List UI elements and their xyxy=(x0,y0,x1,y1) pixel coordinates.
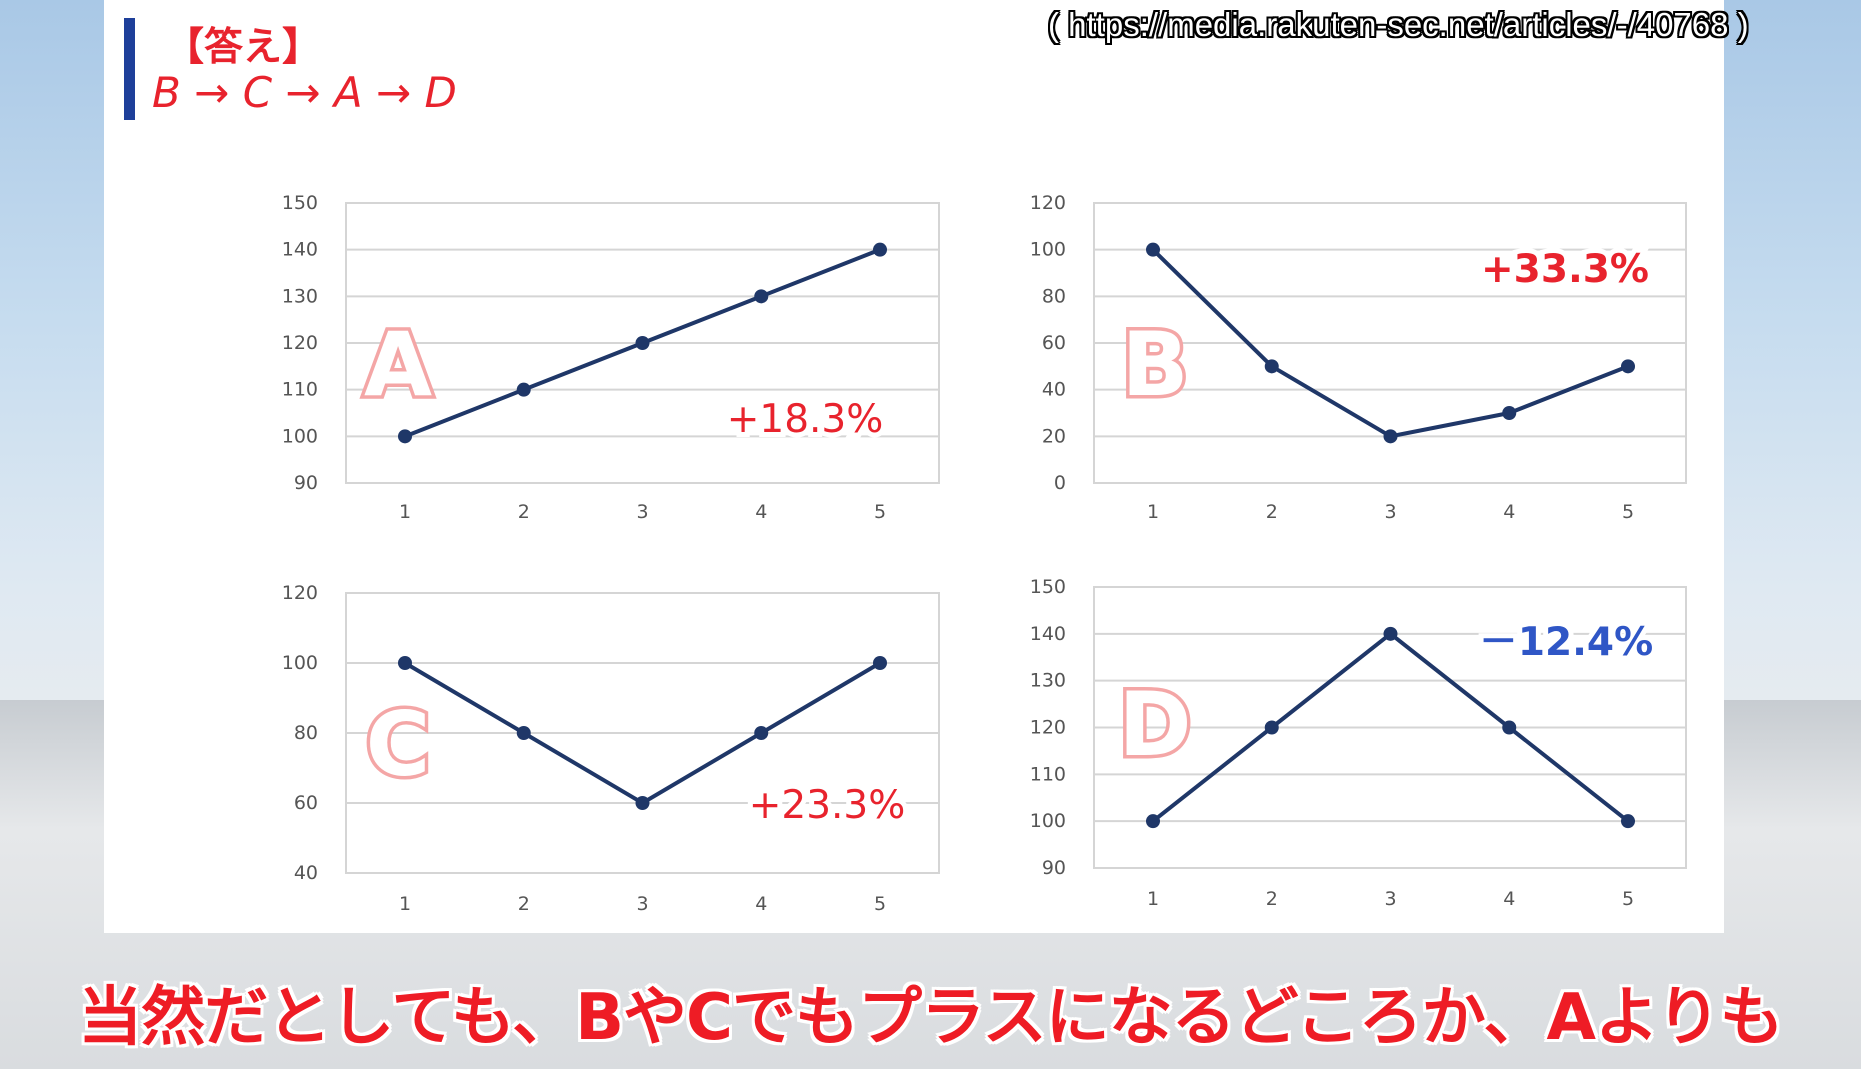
chart-a-y-tick-label: 150 xyxy=(282,192,318,214)
chart-c-x-tick-label: 1 xyxy=(399,893,411,915)
chart-b-x-tick-label: 4 xyxy=(1503,501,1515,523)
chart-a-data-point xyxy=(635,336,650,350)
chart-b-y-tick-label: 40 xyxy=(1042,379,1066,401)
chart-a-data-point xyxy=(754,289,769,304)
chart-a-data-point xyxy=(398,429,412,444)
accent-bar xyxy=(124,18,135,120)
chart-a-y-tick-label: 120 xyxy=(282,332,318,354)
chart-b-x-tick-label: 1 xyxy=(1147,501,1159,523)
chart-c-letter: C xyxy=(366,693,431,796)
chart-d-data-point xyxy=(1621,814,1635,829)
chart-d-y-tick-label: 110 xyxy=(1030,763,1066,785)
chart-d-data-point xyxy=(1146,814,1160,829)
chart-d-x-tick-label: 2 xyxy=(1266,888,1278,910)
chart-a-x-tick-label: 1 xyxy=(399,501,411,523)
chart-d-x-tick-label: 3 xyxy=(1384,888,1396,910)
chart-c-data-point xyxy=(516,726,531,740)
chart-c-data-point xyxy=(754,726,769,740)
chart-b-letter: B xyxy=(1121,313,1188,416)
chart-a-letter: A xyxy=(364,313,432,416)
chart-c-y-tick-label: 60 xyxy=(294,792,318,814)
chart-d-y-tick-label: 130 xyxy=(1030,670,1066,692)
chart-c-y-tick-label: 40 xyxy=(294,862,318,884)
chart-a-x-tick-label: 2 xyxy=(518,501,530,523)
chart-b-y-tick-label: 0 xyxy=(1054,472,1066,494)
chart-a-data-point xyxy=(873,242,887,257)
chart-a-x-tick-label: 5 xyxy=(874,501,886,523)
chart-d-y-tick-label: 140 xyxy=(1030,623,1066,645)
chart-b-y-tick-label: 120 xyxy=(1030,192,1066,214)
chart-c-y-tick-label: 80 xyxy=(294,722,318,744)
chart-b-data-point xyxy=(1146,242,1160,257)
chart-b-data-point xyxy=(1264,359,1279,374)
chart-d-y-tick-label: 100 xyxy=(1030,810,1066,832)
chart-a-x-tick-label: 3 xyxy=(636,501,648,523)
subtitle-caption: 当然だとしても、BやCでもプラスになるどころか、Aよりも xyxy=(78,981,1783,1055)
chart-b-y-tick-label: 60 xyxy=(1042,332,1066,354)
answer-heading: 【答え】 xyxy=(165,25,322,70)
chart-d-y-tick-label: 90 xyxy=(1042,857,1066,879)
chart-d-x-tick-label: 1 xyxy=(1147,888,1159,910)
chart-d-annotation: －12.4% xyxy=(1479,620,1653,665)
chart-d-y-tick-label: 150 xyxy=(1030,576,1066,598)
answer-order: B → C → A → D xyxy=(152,68,457,117)
chart-a-y-tick-label: 110 xyxy=(282,379,318,401)
chart-d-data-point xyxy=(1264,720,1279,735)
chart-d-data-point xyxy=(1502,720,1517,735)
chart-b-y-tick-label: 20 xyxy=(1042,425,1066,447)
chart-a-x-tick-label: 4 xyxy=(755,501,767,523)
chart-d-data-point xyxy=(1383,626,1398,641)
chart-b-y-tick-label: 100 xyxy=(1030,239,1066,261)
chart-b-data-point xyxy=(1621,359,1635,374)
chart-c-y-tick-label: 120 xyxy=(282,582,318,604)
chart-d-x-tick-label: 4 xyxy=(1503,888,1515,910)
chart-b-y-tick-label: 80 xyxy=(1042,285,1066,307)
chart-c-x-tick-label: 2 xyxy=(518,893,530,915)
chart-c-x-tick-label: 3 xyxy=(636,893,648,915)
chart-c-x-tick-label: 5 xyxy=(874,893,886,915)
chart-c-y-tick-label: 100 xyxy=(282,652,318,674)
chart-a-data-point xyxy=(516,382,531,397)
chart-c-x-tick-label: 4 xyxy=(755,893,767,915)
chart-b-data-point xyxy=(1383,429,1398,444)
chart-d-y-tick-label: 120 xyxy=(1030,717,1066,739)
chart-b-annotation: +33.3% xyxy=(1481,247,1649,292)
chart-a-y-tick-label: 90 xyxy=(294,472,318,494)
chart-b-x-tick-label: 3 xyxy=(1384,501,1396,523)
chart-b-x-tick-label: 5 xyxy=(1622,501,1634,523)
chart-d-letter: D xyxy=(1118,673,1191,776)
chart-a-y-tick-label: 130 xyxy=(282,285,318,307)
chart-a-y-tick-label: 140 xyxy=(282,239,318,261)
chart-c-data-point xyxy=(398,656,412,670)
chart-c-annotation: +23.3% xyxy=(749,783,906,828)
chart-c-data-point xyxy=(873,656,887,670)
chart-c-data-point xyxy=(635,796,650,810)
chart-b-x-tick-label: 2 xyxy=(1266,501,1278,523)
source-url: ( https://media.rakuten-sec.net/articles… xyxy=(1048,6,1749,43)
chart-a-y-tick-label: 100 xyxy=(282,425,318,447)
chart-a-annotation: +18.3% xyxy=(727,397,884,442)
chart-b-data-point xyxy=(1502,406,1517,420)
chart-d-x-tick-label: 5 xyxy=(1622,888,1634,910)
